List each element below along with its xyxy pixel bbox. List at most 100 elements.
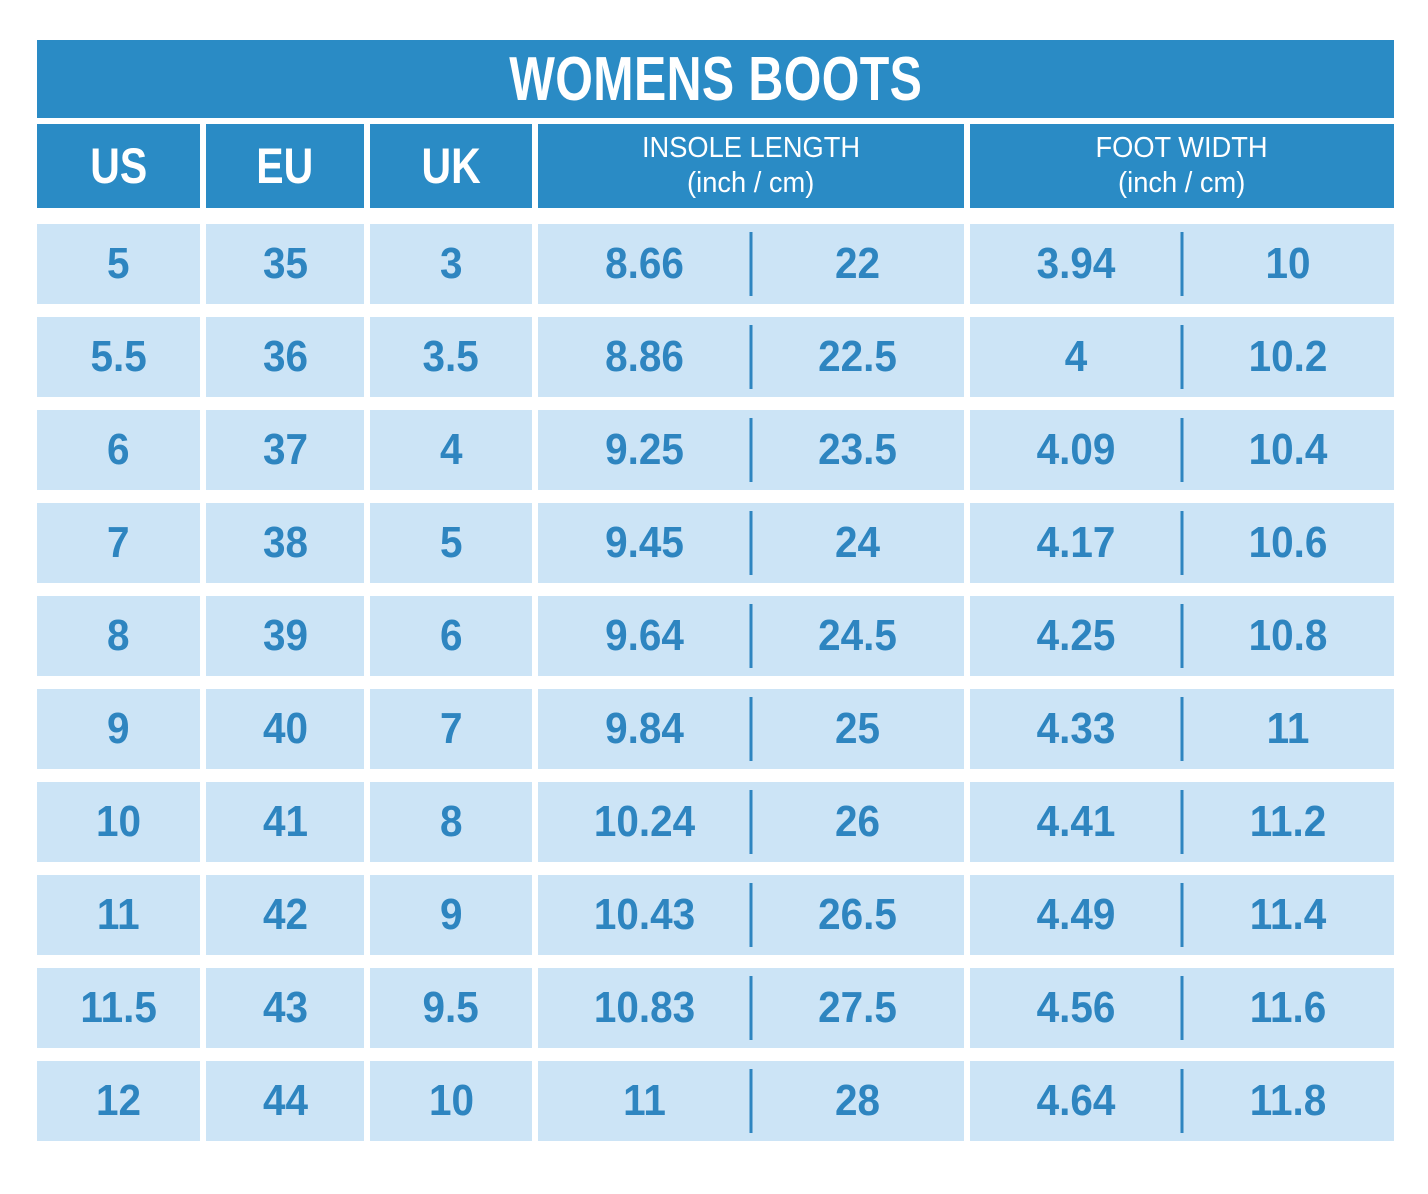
- us-value: 11: [97, 890, 140, 939]
- cell-us-row-5: 8: [37, 596, 200, 676]
- uk-value: 3: [439, 239, 463, 288]
- column-header-us-label: US: [90, 138, 147, 194]
- divider-line: [1180, 790, 1184, 854]
- divider-line: [749, 1069, 753, 1133]
- cell-insole-row-9: 10.83 27.5: [538, 968, 964, 1048]
- insole-inch-value: 9.45: [605, 518, 684, 567]
- us-value: 10: [95, 797, 142, 846]
- eu-value: 38: [262, 518, 308, 567]
- table-body: 5 35 3 8.66 22 3.94 10 5.5 36 3.5 8.86 22.5 4 10.2 6 37…: [37, 224, 1394, 1141]
- chart-title-bar: WOMENS BOOTS: [37, 40, 1394, 118]
- cell-insole-row-1: 8.66 22: [538, 224, 964, 304]
- foot-inch-value: 4: [1064, 332, 1088, 381]
- foot-cm-value: 11.4: [1249, 890, 1327, 939]
- insole-cm-value: 25: [834, 704, 881, 753]
- insole-inch-value: 11: [623, 1076, 666, 1125]
- insole-inch-value: 9.64: [605, 611, 684, 660]
- foot-cm-value: 11.2: [1249, 797, 1327, 846]
- column-header-uk-label: UK: [421, 138, 481, 194]
- uk-value: 6: [439, 611, 463, 660]
- insole-inch-value: 10.83: [593, 983, 696, 1032]
- foot-cm-value: 10.6: [1248, 518, 1328, 567]
- uk-value: 7: [439, 704, 463, 753]
- cell-foot-row-6: 4.33 11: [970, 689, 1394, 769]
- cell-insole-row-4: 9.45 24: [538, 503, 964, 583]
- divider-line: [1180, 511, 1184, 575]
- divider-line: [749, 511, 753, 575]
- foot-cm-value: 10: [1265, 239, 1311, 288]
- insole-cm-value: 27.5: [818, 983, 897, 1032]
- divider-line: [749, 790, 753, 854]
- cell-foot-row-4: 4.17 10.6: [970, 503, 1394, 583]
- cell-eu-row-3: 37: [206, 410, 364, 490]
- cell-eu-row-6: 40: [206, 689, 364, 769]
- uk-value: 5: [439, 518, 463, 567]
- foot-inch-value: 4.09: [1036, 425, 1116, 474]
- eu-value: 37: [262, 425, 308, 474]
- divider-line: [1180, 1069, 1184, 1133]
- cell-uk-row-6: 7: [370, 689, 532, 769]
- cell-uk-row-3: 4: [370, 410, 532, 490]
- cell-eu-row-2: 36: [206, 317, 364, 397]
- us-value: 5.5: [90, 332, 147, 381]
- insole-cm-value: 22.5: [818, 332, 897, 381]
- foot-inch-value: 4.56: [1036, 983, 1116, 1032]
- insole-inch-value: 9.25: [605, 425, 684, 474]
- column-header-insole-length: INSOLE LENGTH (inch / cm): [538, 124, 964, 208]
- insole-cm-value: 22: [834, 239, 881, 288]
- cell-foot-row-1: 3.94 10: [970, 224, 1394, 304]
- foot-cm-value: 10.2: [1248, 332, 1328, 381]
- cell-foot-row-3: 4.09 10.4: [970, 410, 1394, 490]
- divider-line: [1180, 604, 1184, 668]
- foot-cm-value: 11.8: [1249, 1076, 1327, 1125]
- foot-inch-value: 4.25: [1036, 611, 1116, 660]
- cell-uk-row-10: 10: [370, 1061, 532, 1141]
- uk-value: 9.5: [422, 983, 480, 1032]
- foot-cm-value: 10.8: [1248, 611, 1328, 660]
- cell-foot-row-10: 4.64 11.8: [970, 1061, 1394, 1141]
- cell-eu-row-7: 41: [206, 782, 364, 862]
- cell-eu-row-8: 42: [206, 875, 364, 955]
- cell-us-row-10: 12: [37, 1061, 200, 1141]
- foot-inch-value: 4.64: [1036, 1076, 1116, 1125]
- cell-eu-row-1: 35: [206, 224, 364, 304]
- cell-eu-row-10: 44: [206, 1061, 364, 1141]
- divider-line: [1180, 976, 1184, 1040]
- column-header-eu: EU: [206, 124, 364, 208]
- foot-inch-value: 4.17: [1036, 518, 1116, 567]
- column-header-insole-length-units: (inch / cm): [687, 167, 815, 199]
- cell-us-row-2: 5.5: [37, 317, 200, 397]
- us-value: 6: [107, 425, 130, 474]
- us-value: 9: [107, 704, 130, 753]
- cell-eu-row-5: 39: [206, 596, 364, 676]
- divider-line: [749, 697, 753, 761]
- insole-cm-value: 24.5: [818, 611, 897, 660]
- cell-insole-row-6: 9.84 25: [538, 689, 964, 769]
- column-header-eu-label: EU: [256, 138, 314, 194]
- uk-value: 4: [439, 425, 463, 474]
- eu-value: 44: [262, 1076, 308, 1125]
- cell-us-row-8: 11: [37, 875, 200, 955]
- column-header-insole-length-label: INSOLE LENGTH: [641, 132, 861, 165]
- uk-value: 3.5: [422, 332, 480, 381]
- cell-uk-row-8: 9: [370, 875, 532, 955]
- cell-foot-row-9: 4.56 11.6: [970, 968, 1394, 1048]
- column-header-foot-width: FOOT WIDTH (inch / cm): [970, 124, 1394, 208]
- cell-us-row-4: 7: [37, 503, 200, 583]
- cell-insole-row-5: 9.64 24.5: [538, 596, 964, 676]
- eu-value: 41: [262, 797, 308, 846]
- cell-uk-row-9: 9.5: [370, 968, 532, 1048]
- cell-eu-row-4: 38: [206, 503, 364, 583]
- us-value: 7: [107, 518, 130, 567]
- divider-line: [1180, 325, 1184, 389]
- column-header-us: US: [37, 124, 200, 208]
- divider-line: [749, 976, 753, 1040]
- insole-inch-value: 10.24: [593, 797, 696, 846]
- cell-insole-row-2: 8.86 22.5: [538, 317, 964, 397]
- foot-inch-value: 3.94: [1036, 239, 1116, 288]
- cell-us-row-7: 10: [37, 782, 200, 862]
- divider-line: [1180, 232, 1184, 296]
- cell-insole-row-8: 10.43 26.5: [538, 875, 964, 955]
- cell-insole-row-7: 10.24 26: [538, 782, 964, 862]
- divider-line: [1180, 883, 1184, 947]
